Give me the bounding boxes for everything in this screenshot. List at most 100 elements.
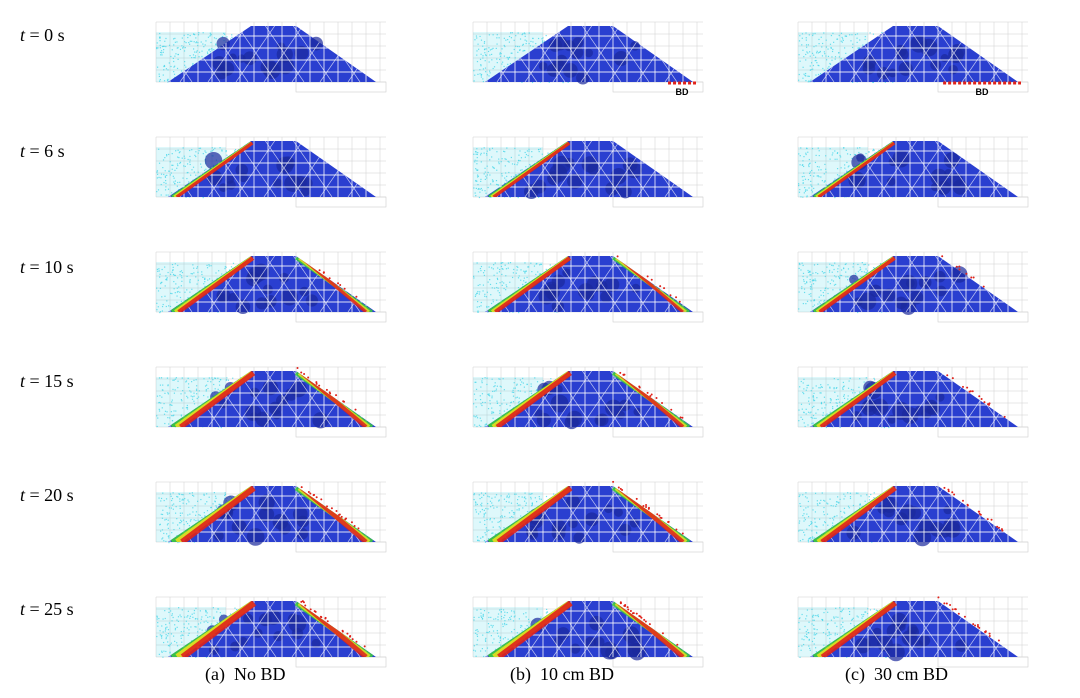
simulation-panel — [465, 133, 705, 223]
time-label-row-0: t = 0 s — [20, 24, 130, 46]
time-label-row-4: t = 20 s — [20, 484, 130, 506]
column-caption-1: (b) 10 cm BD — [510, 664, 614, 684]
dam-body — [168, 601, 376, 657]
eroded-particles — [937, 596, 1000, 642]
dam-simulation-snapshot — [472, 136, 704, 208]
time-value: = 10 s — [29, 257, 74, 277]
dam-simulation-snapshot — [797, 251, 1029, 323]
dam-body — [810, 371, 1018, 427]
dam-body — [168, 371, 376, 429]
seepage-band — [171, 141, 254, 197]
simulation-panel — [790, 478, 1030, 568]
dam-simulation-snapshot: BD — [797, 21, 1029, 97]
simulation-panel — [465, 248, 705, 338]
time-variable: t — [20, 485, 26, 505]
eroded-particles — [300, 600, 366, 648]
eroded-particles — [619, 371, 684, 419]
dam-body — [485, 256, 693, 313]
dam-body — [485, 371, 693, 430]
seepage-band — [813, 141, 896, 197]
dam-simulation-snapshot — [155, 251, 387, 323]
time-value: = 6 s — [29, 141, 65, 161]
eroded-particles — [300, 486, 360, 530]
time-variable: t — [20, 141, 26, 161]
dam-body — [810, 26, 1018, 82]
eroded-particles — [941, 255, 985, 288]
seepage-band — [812, 601, 898, 657]
time-variable: t — [20, 371, 26, 391]
simulation-panel — [148, 363, 388, 453]
simulation-panel: BD — [790, 18, 1030, 108]
dam-simulation-snapshot — [155, 596, 387, 668]
time-label-row-2: t = 10 s — [20, 256, 130, 278]
dam-simulation-snapshot — [472, 366, 704, 438]
seepage-band — [487, 256, 690, 312]
dam-simulation-snapshot — [155, 136, 387, 208]
time-value: = 0 s — [29, 25, 65, 45]
simulation-panel — [465, 363, 705, 453]
dam-body — [168, 141, 376, 197]
seepage-band — [812, 486, 897, 542]
dam-simulation-snapshot — [155, 366, 387, 438]
dam-simulation-snapshot — [472, 251, 704, 323]
simulation-panel — [148, 478, 388, 568]
time-variable: t — [20, 25, 26, 45]
dam-body — [810, 601, 1018, 662]
seepage-band — [170, 601, 374, 657]
bd-label: BD — [976, 87, 989, 97]
time-label-row-1: t = 6 s — [20, 140, 130, 162]
dam-simulation-snapshot — [155, 481, 387, 553]
dam-body — [485, 601, 693, 661]
column-caption-2: (c) 30 cm BD — [845, 664, 948, 684]
column-caption-0: (a) No BD — [205, 664, 286, 684]
seepage-band — [170, 256, 373, 312]
dam-simulation-snapshot — [472, 480, 704, 553]
dam-simulation-snapshot: BD — [472, 21, 704, 97]
eroded-particles — [318, 269, 358, 298]
seepage-band — [488, 141, 571, 197]
dam-body — [810, 256, 1018, 315]
simulation-panel — [148, 593, 388, 683]
simulation-panel — [148, 133, 388, 223]
time-label-row-3: t = 15 s — [20, 370, 130, 392]
time-variable: t — [20, 257, 26, 277]
simulation-panel — [465, 478, 705, 568]
time-value: = 25 s — [29, 599, 74, 619]
simulation-panel: BD — [465, 18, 705, 108]
eroded-particles — [612, 480, 684, 535]
seepage-band — [812, 256, 896, 312]
time-label-row-5: t = 25 s — [20, 598, 130, 620]
time-value: = 15 s — [29, 371, 74, 391]
dam-simulation-snapshot — [797, 481, 1029, 553]
dam-body — [485, 26, 693, 85]
time-value: = 20 s — [29, 485, 74, 505]
dam-body — [485, 141, 693, 200]
dam-simulation-snapshot — [155, 21, 387, 93]
dam-body — [168, 486, 376, 546]
simulation-panel — [148, 18, 388, 108]
seepage-band — [812, 371, 897, 427]
simulation-panel — [790, 133, 1030, 223]
dam-body — [810, 486, 1018, 547]
dam-body — [168, 26, 376, 82]
dam-simulation-snapshot — [472, 596, 704, 668]
eroded-particles — [946, 374, 1006, 418]
simulation-panel — [790, 363, 1030, 453]
eroded-particles — [943, 486, 1004, 532]
eroded-particles — [616, 255, 681, 303]
eroded-particles — [296, 366, 357, 411]
eroded-particles — [619, 601, 679, 646]
dam-simulation-snapshot — [797, 596, 1029, 668]
simulation-panel — [790, 593, 1030, 683]
dam-body — [168, 256, 376, 315]
seepage-band — [487, 486, 691, 542]
simulation-panel — [790, 248, 1030, 338]
time-variable: t — [20, 599, 26, 619]
simulation-panel — [465, 593, 705, 683]
dam-body — [485, 486, 693, 544]
seepage-band — [170, 486, 374, 542]
simulation-panel — [148, 248, 388, 338]
dam-simulation-snapshot — [797, 366, 1029, 438]
dam-body — [810, 141, 1018, 197]
dam-simulation-snapshot — [797, 136, 1029, 208]
